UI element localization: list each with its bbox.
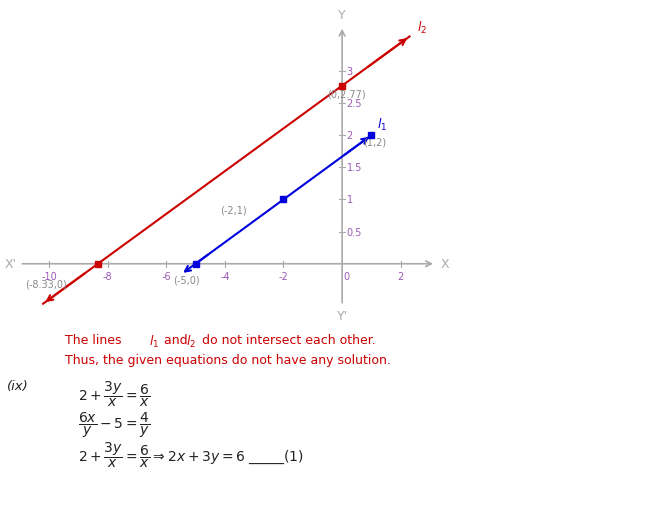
Text: $l_1$: $l_1$ bbox=[149, 333, 160, 350]
Text: $l_2$: $l_2$ bbox=[417, 20, 427, 37]
Text: The lines: The lines bbox=[65, 333, 126, 346]
Text: X: X bbox=[440, 258, 449, 271]
Text: 3: 3 bbox=[347, 67, 353, 77]
Text: do not intersect each other.: do not intersect each other. bbox=[198, 333, 375, 346]
Text: -4: -4 bbox=[220, 272, 230, 282]
Text: 1.5: 1.5 bbox=[347, 163, 362, 173]
Text: -6: -6 bbox=[162, 272, 171, 282]
Text: Y: Y bbox=[338, 9, 346, 22]
Text: (0,2.77): (0,2.77) bbox=[327, 89, 366, 99]
Text: 2: 2 bbox=[398, 272, 404, 282]
Text: 0.5: 0.5 bbox=[347, 227, 362, 237]
Text: 2: 2 bbox=[347, 131, 353, 141]
Text: 1: 1 bbox=[347, 195, 353, 205]
Text: -8: -8 bbox=[103, 272, 112, 282]
Text: -2: -2 bbox=[279, 272, 288, 282]
Text: $2+\dfrac{3y}{x}=\dfrac{6}{x}$: $2+\dfrac{3y}{x}=\dfrac{6}{x}$ bbox=[78, 379, 151, 409]
Text: (-8.33,0): (-8.33,0) bbox=[25, 278, 67, 289]
Text: (1,2): (1,2) bbox=[363, 137, 386, 147]
Text: $\dfrac{6x}{y}-5=\dfrac{4}{y}$: $\dfrac{6x}{y}-5=\dfrac{4}{y}$ bbox=[78, 410, 151, 439]
Text: (-5,0): (-5,0) bbox=[173, 275, 200, 285]
Text: Y': Y' bbox=[337, 309, 348, 322]
Text: -10: -10 bbox=[41, 272, 57, 282]
Text: 0: 0 bbox=[343, 272, 350, 282]
Text: $l_1$: $l_1$ bbox=[377, 117, 388, 133]
Text: 2.5: 2.5 bbox=[347, 99, 362, 109]
Text: $l_2$: $l_2$ bbox=[186, 333, 196, 350]
Text: (-2,1): (-2,1) bbox=[220, 205, 247, 215]
Text: (ix): (ix) bbox=[7, 379, 28, 392]
Text: Thus, the given equations do not have any solution.: Thus, the given equations do not have an… bbox=[65, 354, 391, 366]
Text: X': X' bbox=[5, 258, 17, 271]
Text: and: and bbox=[160, 333, 192, 346]
Text: $2+\dfrac{3y}{x}=\dfrac{6}{x}\Rightarrow 2x+3y=6$ _____(1): $2+\dfrac{3y}{x}=\dfrac{6}{x}\Rightarrow… bbox=[78, 440, 304, 470]
